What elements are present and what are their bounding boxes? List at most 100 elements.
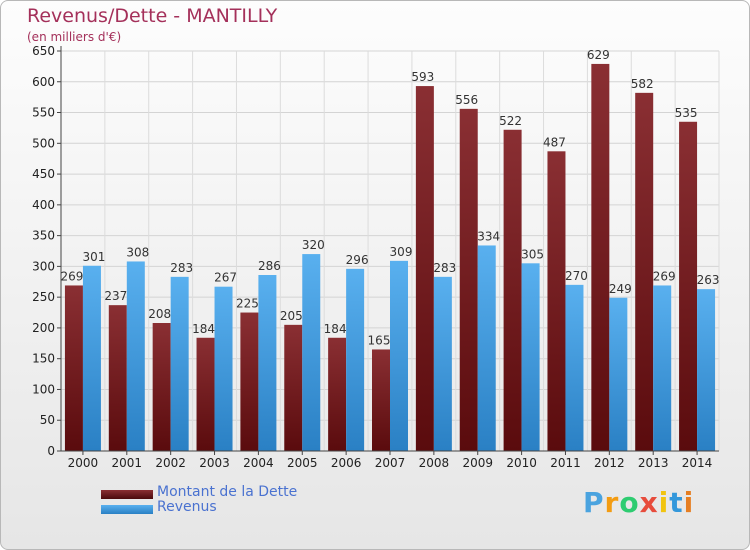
data-label-dette-2014: 535 (675, 106, 698, 120)
bar-dette-2000 (64, 285, 83, 451)
bar-revenus-2009 (477, 245, 496, 451)
data-label-dette-2000: 269 (60, 269, 83, 283)
legend-swatch-revenus (101, 505, 153, 514)
data-label-revenus-2010: 305 (521, 247, 544, 261)
x-tick-label-2004: 2004 (243, 456, 274, 470)
data-label-revenus-2006: 296 (346, 253, 369, 267)
bar-revenus-2008 (433, 276, 452, 451)
logo-letter: t (669, 486, 684, 519)
bar-dette-2012 (591, 63, 610, 452)
x-tick-label-2014: 2014 (682, 456, 713, 470)
y-tick-label-0: 0 (47, 444, 55, 458)
bar-dette-2008 (415, 86, 434, 452)
data-label-revenus-2004: 286 (258, 259, 281, 273)
bar-dette-2011 (547, 151, 566, 452)
legend-label-dette: Montant de la Dette (157, 484, 298, 500)
bar-dette-2006 (328, 337, 347, 451)
logo-letter: o (619, 486, 640, 519)
chart-subtitle: (en milliers d'€) (27, 30, 122, 44)
data-label-dette-2013: 582 (631, 77, 654, 91)
data-label-dette-2002: 208 (148, 307, 171, 321)
bar-dette-2013 (635, 92, 654, 451)
y-tick-label-150: 150 (32, 352, 55, 366)
data-label-dette-2003: 184 (192, 322, 215, 336)
bar-dette-2009 (459, 108, 478, 451)
bar-revenus-2006 (346, 268, 365, 451)
data-label-revenus-2000: 301 (82, 250, 105, 264)
logo-letter: r (604, 486, 620, 519)
data-label-dette-2005: 205 (280, 309, 303, 323)
x-tick-label-2005: 2005 (287, 456, 318, 470)
y-tick-label-100: 100 (32, 382, 55, 396)
data-labels: 269 301 237 308 208 283 184 267 225 286 205 320 184 2… (60, 48, 719, 348)
data-label-revenus-2007: 309 (390, 245, 413, 259)
y-tick-label-300: 300 (32, 259, 55, 273)
legend-label-revenus: Revenus (157, 499, 217, 515)
data-label-dette-2004: 225 (236, 297, 259, 311)
x-tick-label-2001: 2001 (112, 456, 143, 470)
bar-revenus-2007 (390, 260, 408, 451)
axes: 0 50 100 150 200 250 300 350 400 450 500 550 600 650 2… (32, 44, 719, 470)
y-tick-label-200: 200 (32, 321, 55, 335)
legend-swatch-dette (101, 490, 153, 499)
x-tick-label-2009: 2009 (462, 456, 493, 470)
data-label-revenus-2012: 249 (609, 282, 632, 296)
bar-revenus-2004 (258, 275, 277, 451)
data-label-dette-2012: 629 (587, 48, 610, 62)
bar-revenus-2013 (653, 285, 672, 451)
bar-revenus-2011 (565, 284, 584, 451)
data-label-revenus-2014: 263 (697, 273, 720, 287)
y-tick-label-250: 250 (32, 290, 55, 304)
data-label-dette-2009: 556 (455, 93, 478, 107)
x-tick-label-2006: 2006 (331, 456, 362, 470)
data-label-dette-2008: 593 (411, 70, 434, 84)
x-tick-label-2007: 2007 (375, 456, 406, 470)
bar-dette-2010 (503, 129, 522, 451)
bar-revenus-2010 (521, 263, 540, 451)
bar-dette-2001 (108, 305, 127, 451)
bar-dette-2004 (240, 312, 259, 451)
bar-revenus-2014 (697, 289, 716, 451)
bar-revenus-2005 (302, 254, 321, 451)
y-tick-label-500: 500 (32, 136, 55, 150)
y-tick-label-400: 400 (32, 198, 55, 212)
data-label-revenus-2001: 308 (126, 245, 149, 259)
bar-revenus-2000 (82, 265, 101, 451)
y-tick-label-350: 350 (32, 229, 55, 243)
data-label-dette-2006: 184 (324, 322, 347, 336)
bar-revenus-2012 (609, 297, 628, 451)
x-tick-label-2011: 2011 (550, 456, 581, 470)
y-tick-label-450: 450 (32, 167, 55, 181)
data-label-dette-2011: 487 (543, 135, 566, 149)
logo-letter: P (583, 486, 605, 519)
bar-dette-2007 (372, 349, 390, 451)
data-label-revenus-2005: 320 (302, 238, 325, 252)
y-tick-label-550: 550 (32, 106, 55, 120)
data-label-revenus-2002: 283 (170, 261, 193, 275)
data-label-revenus-2013: 269 (653, 269, 676, 283)
bar-dette-2005 (284, 324, 303, 451)
bar-revenus-2003 (214, 286, 233, 451)
data-label-revenus-2011: 270 (565, 269, 588, 283)
logo-letter: x (639, 486, 659, 519)
proxiti-logo: Proxiti (583, 486, 694, 519)
data-label-revenus-2008: 283 (433, 261, 456, 275)
bar-revenus-2001 (126, 261, 145, 451)
logo-letter: i (658, 486, 670, 519)
data-label-dette-2010: 522 (499, 114, 522, 128)
data-label-dette-2007: 165 (368, 333, 391, 347)
x-tick-label-2008: 2008 (419, 456, 450, 470)
x-tick-label-2000: 2000 (68, 456, 99, 470)
data-label-revenus-2003: 267 (214, 271, 237, 285)
data-label-revenus-2009: 334 (477, 229, 500, 243)
x-tick-label-2002: 2002 (155, 456, 186, 470)
data-label-dette-2001: 237 (104, 289, 127, 303)
bars (64, 63, 716, 452)
bar-dette-2014 (679, 121, 698, 452)
x-tick-label-2010: 2010 (506, 456, 537, 470)
y-tick-label-600: 600 (32, 75, 55, 89)
x-tick-label-2003: 2003 (199, 456, 230, 470)
bar-dette-2003 (196, 337, 215, 451)
